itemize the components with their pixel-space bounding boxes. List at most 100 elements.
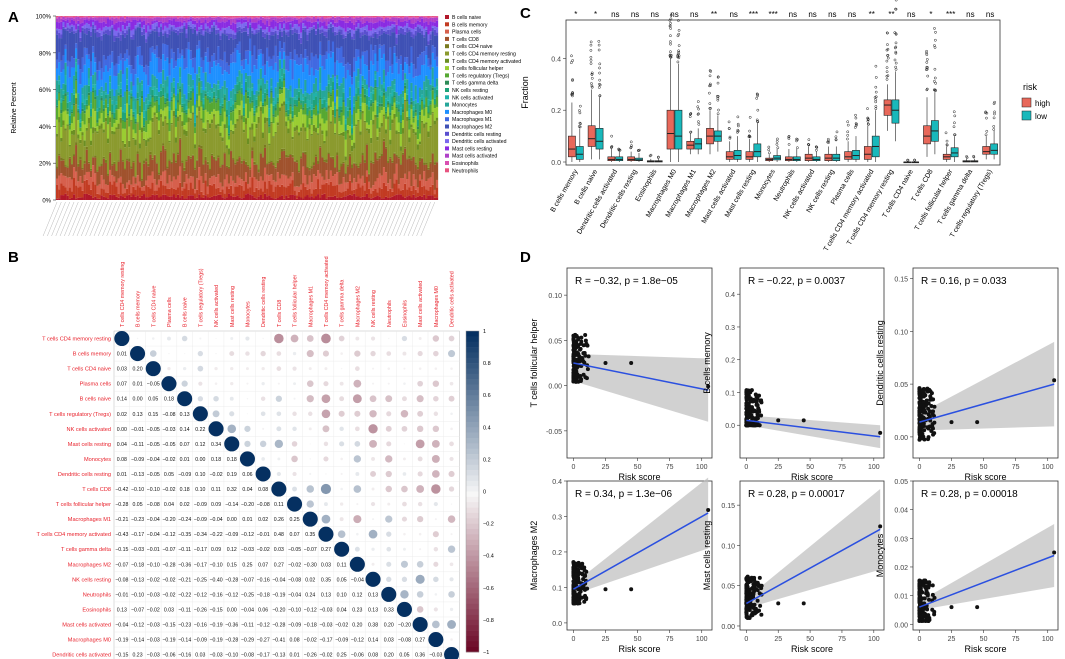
a-bar-segment [406,116,409,121]
a-bar-segment [340,29,343,35]
a-bar-segment [429,104,432,115]
a-bar-segment [249,194,252,200]
a-bar-segment [155,45,159,58]
a-xtick-label [395,201,410,237]
a-bar-segment [215,34,218,61]
a-bar-segment [382,69,386,83]
b-coef-label: 0.22 [195,427,205,433]
a-bar-segment [217,89,220,99]
c-box-low [635,157,643,162]
a-bar-segment [367,87,371,97]
b-colorbar-step [466,598,479,605]
b-colorbar-step [466,475,479,482]
a-bar-segment [355,113,358,125]
a-bar-segment [168,63,171,76]
a-bar-segment [387,16,390,17]
a-bar-segment [219,136,222,167]
a-bar-segment [70,109,74,112]
a-bar-segment [334,16,337,18]
a-bar-segment [268,17,271,19]
b-coef-label: −0.02 [147,607,160,613]
a-bar-segment [151,24,154,30]
a-bar-segment [255,90,258,98]
a-bar-segment [300,100,303,104]
a-bar-segment [382,27,386,31]
a-bar-segment [96,30,99,32]
b-upper-circle [292,411,297,416]
a-bar-segment [66,19,69,24]
a-bar-segment [406,99,409,102]
a-bar-segment [185,112,188,115]
a-bar-segment [191,79,195,86]
a-bar-segment [79,139,82,144]
a-legend-swatch [445,95,449,100]
a-bar-segment [242,27,246,32]
a-bar-segment [96,37,99,71]
b-colorbar-step [466,496,479,503]
b-colorbar-label: −1 [483,650,489,656]
a-bar-segment [117,197,120,200]
a-bar-segment [370,160,373,163]
b-coef-label: −0.11 [178,607,191,613]
a-bar-segment [297,39,301,58]
b-upper-circle [340,457,343,461]
a-xtick-label [42,201,58,237]
a-bar-segment [353,96,356,105]
a-bar-segment [204,109,207,129]
a-bar-segment [244,22,248,26]
a-bar-segment [109,122,112,152]
a-bar-segment [236,93,239,106]
a-bar-segment [376,192,379,196]
a-bar-segment [117,64,120,74]
b-row-label: Macrophages M2 [68,562,111,568]
a-bar-segment [410,101,413,105]
a-bar-segment [111,130,114,134]
a-bar-segment [134,189,137,197]
a-bar-segment [115,170,118,172]
a-bar-segment [58,22,61,30]
a-bar-segment [162,16,165,17]
a-bar-segment [263,117,267,124]
a-bar-segment [287,157,290,179]
a-bar-segment [276,30,279,35]
a-bar-segment [145,140,148,147]
a-bar-segment [272,165,275,181]
b-coef-label: −0.13 [131,472,144,478]
panel-c-label: C [520,5,531,22]
a-bar-segment [227,115,231,126]
a-bar-segment [418,32,422,55]
a-bar-segment [121,120,125,129]
a-bar-segment [382,32,386,45]
a-bar-segment [291,27,294,30]
a-bar-segment [344,131,347,140]
a-bar-segment [357,17,360,20]
a-bar-segment [232,18,235,23]
a-bar-segment [92,74,95,85]
a-bar-segment [253,177,256,192]
a-bar-segment [291,16,294,19]
a-bar-segment [359,97,362,106]
a-bar-segment [221,60,224,75]
a-bar-segment [263,33,267,39]
a-bar-segment [132,29,135,35]
a-bar-segment [100,97,103,101]
a-bar-segment [410,28,413,33]
a-bar-segment [134,139,137,146]
c-outlier [697,112,700,116]
a-bar-segment [83,146,86,162]
a-bar-segment [384,133,388,147]
a-bar-segment [295,129,299,161]
a-bar-segment [64,93,67,97]
a-bar-segment [374,31,377,34]
a-bar-segment [189,182,192,196]
a-bar-segment [244,172,248,182]
a-bar-segment [344,196,347,200]
b-coef-label: 0.00 [195,457,205,463]
a-bar-segment [102,27,105,32]
c-outlier [590,71,594,75]
a-bar-segment [304,16,307,18]
a-bar-segment [300,158,303,185]
a-bar-segment [149,104,152,107]
b-colorbar-step [466,480,479,487]
b-coef-label: −0.07 [241,577,254,583]
